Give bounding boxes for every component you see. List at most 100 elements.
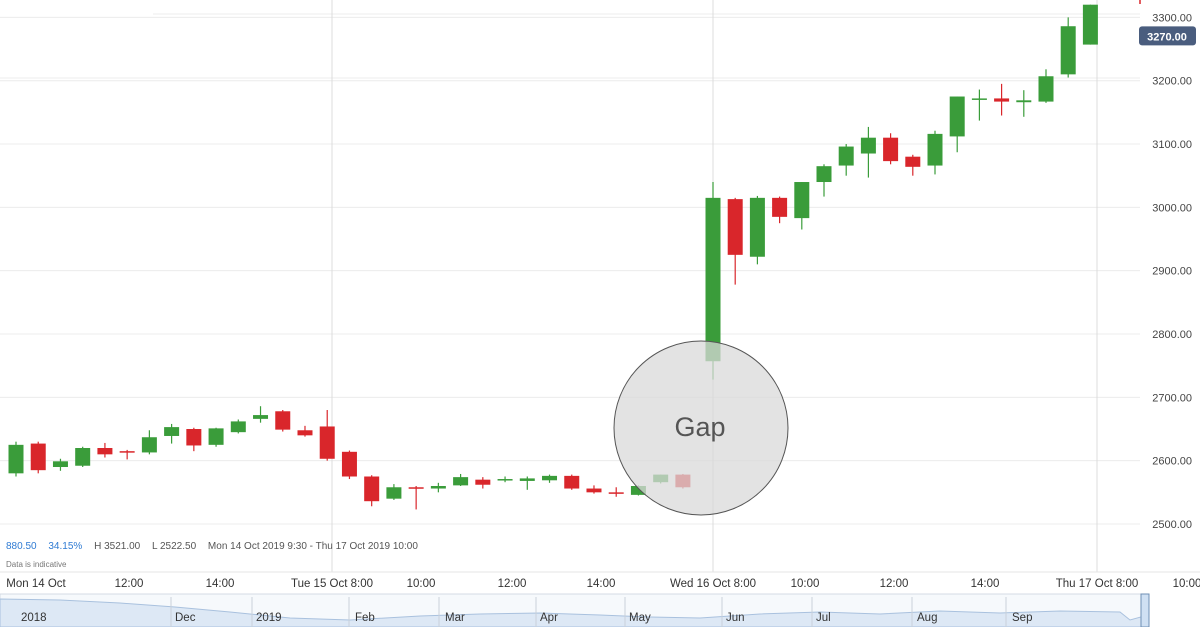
candle-body bbox=[519, 478, 535, 481]
candle-body bbox=[1082, 4, 1098, 45]
navigator-label: Jul bbox=[816, 612, 831, 624]
y-tick-label: 3100.00 bbox=[1152, 139, 1192, 151]
candle-body bbox=[75, 448, 91, 466]
candle-body bbox=[816, 166, 832, 183]
y-tick-label: 3300.00 bbox=[1152, 12, 1192, 24]
candle-body bbox=[883, 137, 899, 162]
candle-body bbox=[1060, 26, 1076, 75]
navigator-label: May bbox=[629, 612, 651, 624]
stat-low: L 2522.50 bbox=[152, 541, 197, 552]
candle-body bbox=[208, 428, 224, 445]
navigator: 2018 Dec 2019 Feb Mar Apr May Jun Jul Aug Sep bbox=[0, 593, 1150, 628]
stat-high: H 3521.00 bbox=[94, 541, 141, 552]
candle-body bbox=[1038, 76, 1054, 102]
y-tick-label: 3000.00 bbox=[1152, 202, 1192, 214]
candles bbox=[8, 4, 1098, 510]
grid bbox=[0, 13, 1140, 525]
navigator-label: Apr bbox=[540, 612, 558, 624]
y-tick-label: 3200.00 bbox=[1152, 76, 1192, 88]
candle-body bbox=[564, 475, 580, 489]
navigator-label: Jun bbox=[726, 612, 745, 624]
candle-body bbox=[475, 479, 491, 485]
candle-body bbox=[119, 451, 135, 453]
candle-body bbox=[630, 486, 646, 495]
current-price-tag bbox=[1139, 26, 1196, 46]
gap-circle bbox=[613, 340, 789, 516]
candle-body bbox=[275, 411, 291, 430]
y-tick-label: 2600.00 bbox=[1152, 456, 1192, 468]
navigator-label: Mar bbox=[445, 612, 465, 624]
x-tick-label: 14:00 bbox=[587, 578, 616, 590]
x-tick-label: 12:00 bbox=[880, 578, 909, 590]
candle-body bbox=[364, 476, 380, 502]
candle-body bbox=[772, 197, 788, 217]
navigator-label: Aug bbox=[917, 612, 937, 624]
candle-body bbox=[905, 156, 921, 167]
candle-body bbox=[164, 427, 180, 436]
x-tick-label: 14:00 bbox=[206, 578, 235, 590]
navigator-label: Dec bbox=[175, 612, 196, 624]
candle-body bbox=[971, 98, 987, 100]
current-price-label: 3270.00 bbox=[1147, 31, 1187, 43]
candle-body bbox=[608, 492, 624, 494]
candle-body bbox=[927, 133, 943, 166]
stats-bar: 880.50 34.15% H 3521.00 L 2522.50 Mon 14… bbox=[6, 541, 427, 552]
candle-body bbox=[297, 430, 313, 436]
navigator-handle bbox=[1140, 593, 1150, 628]
x-tick-label: 12:00 bbox=[115, 578, 144, 590]
x-tick-label: 10:00 bbox=[1173, 578, 1200, 590]
y-tick-label: 2700.00 bbox=[1152, 392, 1192, 404]
candle-body bbox=[97, 448, 113, 455]
navigator-label: Sep bbox=[1012, 612, 1032, 624]
x-tick-label: Mon 14 Oct bbox=[6, 578, 66, 590]
gap-annotation: Gap bbox=[613, 340, 789, 516]
candle-body bbox=[994, 98, 1010, 102]
candle-body bbox=[949, 96, 965, 137]
candle-body bbox=[430, 486, 446, 489]
candle-body bbox=[497, 479, 513, 481]
navigator-series bbox=[0, 598, 1149, 628]
candle-body bbox=[838, 146, 854, 166]
y-tick-label: 2500.00 bbox=[1152, 519, 1192, 531]
candle-body bbox=[586, 488, 602, 493]
y-tick-label: 2900.00 bbox=[1152, 266, 1192, 278]
candle-body bbox=[705, 197, 721, 362]
candle-body bbox=[542, 475, 558, 481]
x-tick-label: 10:00 bbox=[407, 578, 436, 590]
y-axis: 2500.00 2600.00 2700.00 2800.00 2900.00 3000.… bbox=[1139, 0, 1196, 531]
navigator-label: 2018 bbox=[21, 612, 47, 624]
candle-body bbox=[408, 487, 424, 489]
x-axis: Mon 14 Oct 12:00 14:00 Tue 15 Oct 8:00 10:00… bbox=[0, 571, 1200, 590]
data-indicative-note: Data is indicative bbox=[6, 560, 67, 569]
candle-body bbox=[253, 415, 269, 419]
candle-body bbox=[230, 421, 246, 433]
candle-body bbox=[386, 487, 402, 499]
candle-body bbox=[727, 199, 743, 255]
candle-body bbox=[341, 451, 357, 477]
candle-body bbox=[749, 197, 765, 257]
candle-body bbox=[141, 437, 157, 453]
candle-body bbox=[794, 182, 810, 219]
candle-body bbox=[30, 443, 46, 471]
gap-label: Gap bbox=[674, 412, 725, 442]
candle-body bbox=[186, 429, 202, 446]
stat-date-range: Mon 14 Oct 2019 9:30 - Thu 17 Oct 2019 1… bbox=[207, 541, 418, 552]
x-tick-label: Thu 17 Oct 8:00 bbox=[1056, 578, 1138, 590]
x-tick-label: Wed 16 Oct 8:00 bbox=[670, 578, 756, 590]
stat-change-percent: 34.15% bbox=[48, 541, 83, 552]
navigator-label: 2019 bbox=[256, 612, 282, 624]
candle-body bbox=[453, 477, 469, 486]
candle-body bbox=[319, 426, 335, 459]
x-tick-label: 14:00 bbox=[971, 578, 1000, 590]
x-tick-label: Tue 15 Oct 8:00 bbox=[291, 578, 373, 590]
candle-body bbox=[8, 444, 24, 474]
navigator-label: Feb bbox=[355, 612, 375, 624]
stat-change-value: 880.50 bbox=[6, 541, 37, 552]
x-tick-label: 10:00 bbox=[791, 578, 820, 590]
x-tick-label: 12:00 bbox=[498, 578, 527, 590]
y-tick-label: 2800.00 bbox=[1152, 329, 1192, 341]
candle-body bbox=[1016, 100, 1032, 103]
candle-body bbox=[860, 137, 876, 154]
